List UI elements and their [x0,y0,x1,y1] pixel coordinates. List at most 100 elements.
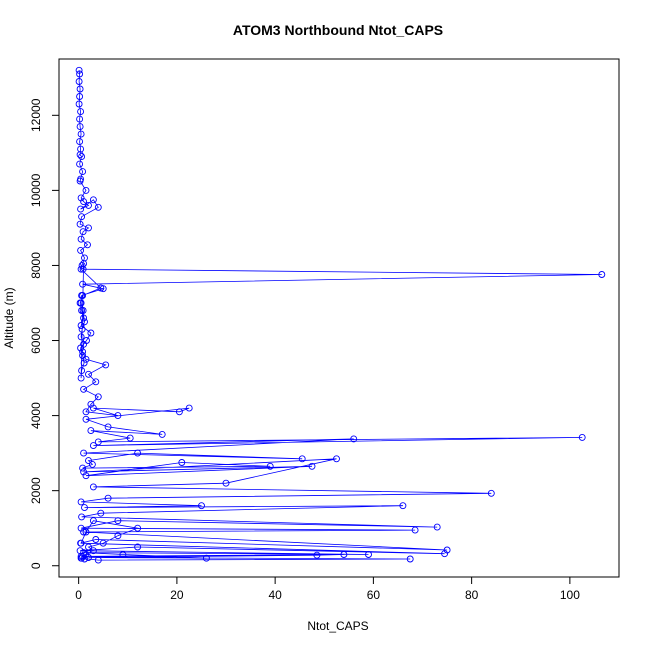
data-point [79,464,87,472]
data-point [77,299,85,307]
data-point [114,517,122,525]
data-point [75,78,83,85]
data-point [77,374,85,382]
y-axis-label: Altitude (m) [2,287,16,348]
data-point [85,457,92,465]
data-point [89,483,97,491]
data-point [78,213,86,221]
data-point [222,479,230,487]
data-point [350,435,358,443]
data-point [365,551,372,558]
data-point [85,543,92,551]
data-point [89,404,97,412]
data-point [80,359,88,367]
y-tick-label: 12000 [29,98,43,132]
data-point [79,348,87,356]
data-point [75,66,83,74]
data-point [78,513,86,521]
data-point [333,455,340,463]
data-point [78,261,86,269]
data-point [92,378,100,386]
data-point [80,314,88,322]
data-point [82,472,90,480]
x-tick-label: 40 [268,588,282,602]
x-tick-label: 20 [170,588,184,602]
data-point [89,442,97,450]
data-point [80,468,88,476]
data-point [80,340,88,348]
data-point [76,123,84,131]
data-point [487,489,495,497]
data-point [266,462,274,470]
data-point [158,430,166,438]
x-tick-label: 60 [367,588,381,602]
data-point [94,203,102,211]
chart-title: ATOM3 Northbound Ntot_CAPS [233,22,443,38]
data-point [433,523,441,531]
data-point [82,415,90,423]
data-point [79,228,87,236]
data-point [198,502,205,510]
data-point [76,160,84,168]
data-point [77,554,85,562]
data-point [77,235,85,243]
data-point [94,438,102,446]
data-point [77,265,85,273]
data-point [81,318,88,326]
data-point [85,370,92,378]
data-point [82,551,90,558]
data-point [340,551,348,558]
data-point [114,412,122,420]
data-point [89,196,97,204]
data-point [441,550,449,558]
data-point [82,355,90,363]
plot-frame [58,58,620,578]
data-point [78,367,86,375]
data-point [78,292,86,299]
data-point [82,528,90,536]
data-point [77,246,85,254]
data-point [79,168,87,176]
data-point [76,70,84,78]
data-point [76,138,84,146]
data-point [75,100,83,108]
data-point [313,551,321,559]
data-point [82,408,90,416]
y-tick-label: 6000 [29,327,43,354]
data-point [76,93,84,100]
data-point [80,528,88,536]
x-axis: 0 20 40 60 80 100 [75,576,580,602]
y-tick-label: 10000 [29,173,43,207]
y-tick-label: 0 [29,562,43,569]
data-point [80,385,88,393]
data-point [92,536,100,543]
data-point [79,265,87,273]
data-point [78,325,86,333]
data-point [81,504,88,512]
data-point [77,130,85,138]
data-point [104,494,112,502]
data-point [202,554,210,562]
data-point [76,220,84,228]
data-point [77,108,85,116]
data-point [79,352,87,359]
data-point [134,524,142,532]
data-point [76,151,84,159]
data-point [82,186,90,194]
series-layer [75,66,606,564]
data-point [99,285,107,293]
data-point [79,307,87,314]
data-point [80,449,88,457]
y-axis: 0 2000 4000 6000 8000 10000 12000 [29,98,60,569]
data-point [88,460,96,468]
data-point [185,404,193,412]
data-point [77,539,85,547]
data-point [399,502,407,510]
data-point [119,551,127,558]
data-point [99,539,107,547]
data-point [76,177,84,185]
x-axis-label: Ntot_CAPS [307,619,368,633]
data-point [77,498,85,506]
data-point [77,322,85,329]
data-point [76,115,84,123]
